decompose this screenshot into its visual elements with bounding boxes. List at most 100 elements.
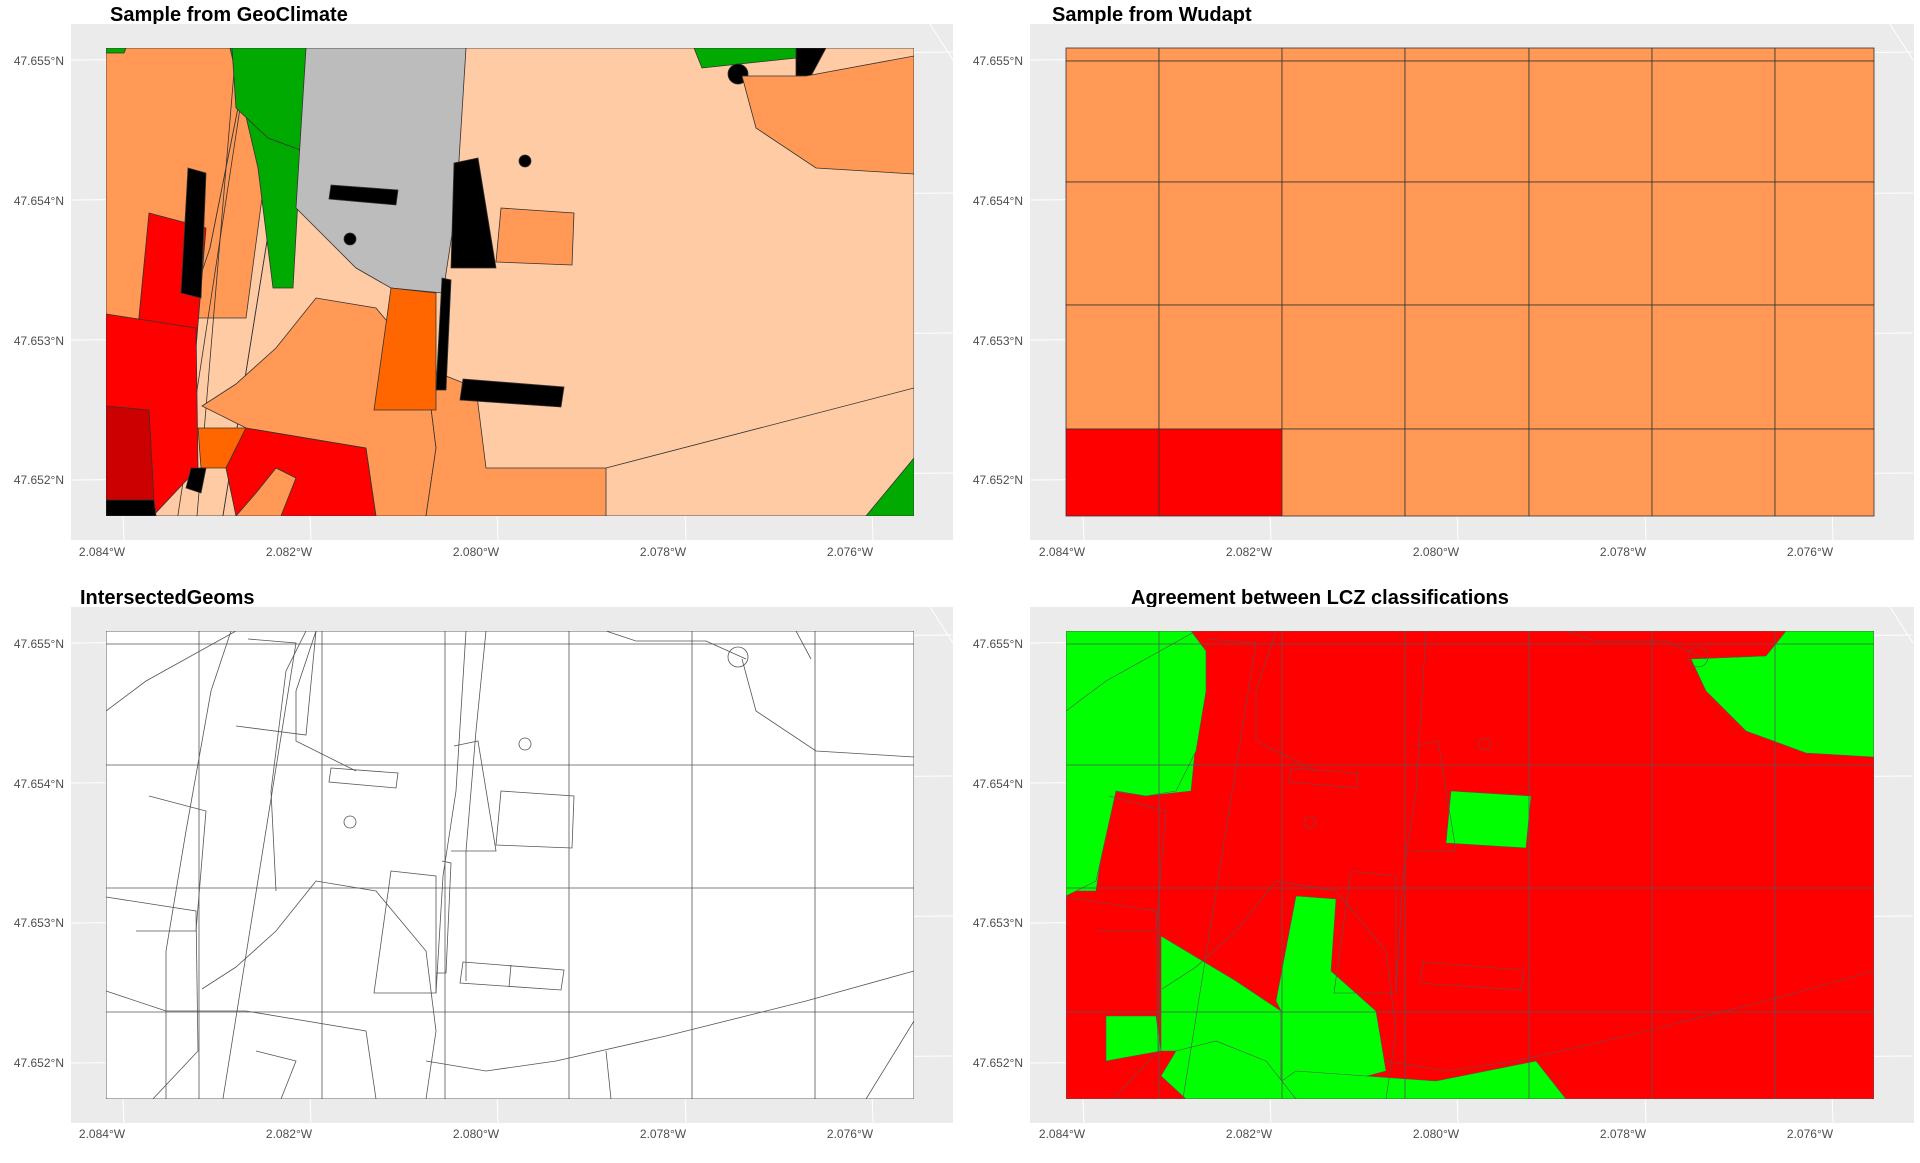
geometry-edge xyxy=(495,790,575,849)
geometry-edge xyxy=(373,870,437,994)
panel-intersected-geoms: IntersectedGeoms xyxy=(14,587,954,1141)
x-tick-label: 2.078°W xyxy=(640,1127,687,1141)
wudapt-cell xyxy=(1404,304,1530,430)
wudapt-cell xyxy=(1158,60,1283,183)
y-tick-label: 47.655°N xyxy=(14,54,64,68)
x-tick-label: 2.082°W xyxy=(1226,545,1273,559)
wudapt-cell xyxy=(1281,181,1406,306)
x-tick-label: 2.076°W xyxy=(827,545,874,559)
x-tick-label: 2.082°W xyxy=(266,545,313,559)
wudapt-cell xyxy=(1774,60,1875,183)
x-tick-label: 2.080°W xyxy=(1413,545,1460,559)
wudapt-cell xyxy=(1065,60,1160,183)
lcz-zone-green-southeast xyxy=(865,457,914,516)
y-axis: 47.655°N 47.654°N 47.653°N 47.652°N xyxy=(14,54,64,487)
geometry-edge xyxy=(451,740,497,852)
x-tick-label: 2.076°W xyxy=(827,1127,874,1141)
wudapt-cell xyxy=(1065,428,1160,517)
panel-title-geoclimate: Sample from GeoClimate xyxy=(110,4,348,26)
geometry-edge xyxy=(518,737,532,751)
y-tick-label: 47.654°N xyxy=(973,777,1023,791)
geometry-edge xyxy=(425,970,914,1072)
wudapt-cell xyxy=(1528,304,1653,430)
wudapt-cell xyxy=(1065,47,1160,62)
lcz-zone-orange-south xyxy=(235,467,297,516)
wudapt-cell xyxy=(1528,47,1653,62)
y-tick-label: 47.654°N xyxy=(14,777,64,791)
wudapt-cell xyxy=(1281,428,1406,517)
wudapt-cell xyxy=(1404,428,1530,517)
y-axis: 47.655°N 47.654°N 47.653°N 47.652°N xyxy=(14,637,64,1070)
x-tick-label: 2.080°W xyxy=(453,1127,500,1141)
y-tick-label: 47.655°N xyxy=(14,637,64,651)
wudapt-cell xyxy=(1528,60,1653,183)
wudapt-cell xyxy=(1651,60,1776,183)
wudapt-cell xyxy=(1158,47,1283,62)
y-tick-label: 47.655°N xyxy=(973,54,1023,68)
lcz-building-black xyxy=(435,277,452,391)
x-tick-label: 2.076°W xyxy=(1787,545,1834,559)
x-axis: 2.084°W 2.082°W 2.080°W 2.078°W 2.076°W xyxy=(1039,545,1834,559)
y-tick-label: 47.654°N xyxy=(14,194,64,208)
geometry-edge xyxy=(741,658,914,758)
y-tick-label: 47.652°N xyxy=(973,1056,1023,1070)
y-tick-label: 47.652°N xyxy=(973,473,1023,487)
wudapt-cell xyxy=(1774,304,1875,430)
panel-agreement: Agreement between LCZ classifications xyxy=(973,587,1914,1141)
map-intersected xyxy=(106,631,914,1099)
wudapt-cell xyxy=(1158,304,1283,430)
y-tick-label: 47.652°N xyxy=(14,1056,64,1070)
geometry-edge xyxy=(1395,631,1427,994)
geometry-edge xyxy=(795,631,812,660)
agreement-area-southwest-2 xyxy=(1160,1040,1297,1099)
geometry-edge xyxy=(235,631,317,736)
x-tick-label: 2.084°W xyxy=(79,545,126,559)
wudapt-cell xyxy=(1774,428,1875,517)
map-agreement xyxy=(1066,631,1874,1099)
map-geoclimate xyxy=(106,48,914,516)
geometry-edge xyxy=(106,990,377,1099)
wudapt-cell xyxy=(1065,304,1160,430)
panel-title-intersected: IntersectedGeoms xyxy=(80,587,255,609)
geometry-edge xyxy=(136,795,207,932)
lcz-building-black xyxy=(343,232,357,246)
geometry-edge xyxy=(106,631,237,712)
lcz-building-black xyxy=(180,167,207,299)
lcz-zone-dark-orange-central xyxy=(373,287,437,411)
wudapt-cell xyxy=(1651,181,1776,306)
geometry-edge xyxy=(459,961,565,991)
geometry-edge xyxy=(465,631,487,981)
wudapt-cell xyxy=(1065,181,1160,306)
geometry-edge xyxy=(343,815,357,829)
geometry-edge xyxy=(1288,767,1359,789)
y-tick-label: 47.653°N xyxy=(14,916,64,930)
wudapt-cell xyxy=(1528,428,1653,517)
wudapt-cell xyxy=(1404,181,1530,306)
y-tick-label: 47.653°N xyxy=(14,334,64,348)
geometry-edge xyxy=(201,880,437,1099)
agreement-area-bottom xyxy=(1255,1060,1567,1099)
geometry-edge xyxy=(435,631,467,994)
geometry-edge xyxy=(106,896,199,1099)
y-tick-label: 47.653°N xyxy=(973,334,1023,348)
lcz-building-black xyxy=(459,378,565,408)
geometry-edge xyxy=(1411,740,1457,852)
geometry-edge xyxy=(1096,795,1167,932)
x-axis: 2.084°W 2.082°W 2.080°W 2.078°W 2.076°W xyxy=(79,1127,874,1141)
geometry-edge xyxy=(436,860,452,974)
agreement-area-central xyxy=(1275,895,1387,1099)
geometry-edge xyxy=(1478,737,1492,751)
geometry-edge xyxy=(605,1050,612,1099)
x-tick-label: 2.078°W xyxy=(1600,545,1647,559)
x-tick-label: 2.082°W xyxy=(1226,1127,1273,1141)
geometry-edge xyxy=(1419,961,1525,991)
x-tick-label: 2.080°W xyxy=(1413,1127,1460,1141)
geometry-edge xyxy=(1333,870,1397,994)
panel-wudapt: Sample from Wudapt 47.655°N 47.654°N 47.… xyxy=(973,4,1914,559)
y-axis: 47.655°N 47.654°N 47.653°N 47.652°N xyxy=(973,54,1023,487)
geometry-edge xyxy=(1161,880,1397,1099)
wudapt-grid-lines xyxy=(106,631,914,1099)
geometry-edge xyxy=(1255,631,1317,772)
geometry-edge xyxy=(508,964,512,988)
